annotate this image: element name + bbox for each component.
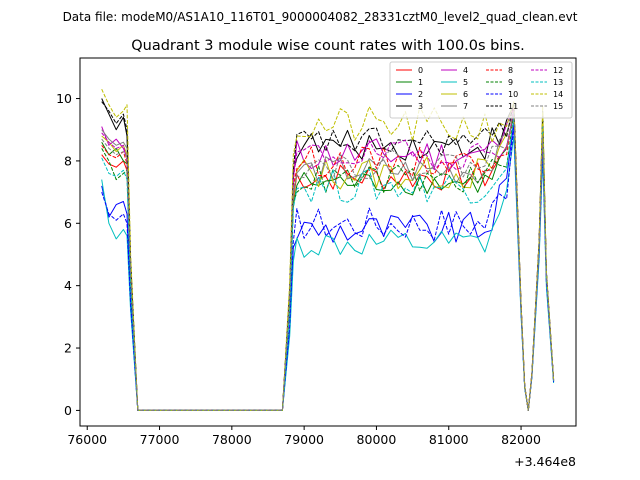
- x-tick-label: 82000: [501, 432, 541, 447]
- x-offset-label: +3.464e8: [514, 454, 576, 469]
- legend-label-15: 15: [553, 102, 563, 111]
- series-line-13: [101, 116, 555, 411]
- y-axis: 0 2 4 6 8 10: [56, 91, 80, 418]
- legend-label-4: 4: [463, 66, 468, 75]
- y-tick-label: 10: [56, 91, 72, 106]
- legend-label-3: 3: [418, 102, 423, 111]
- legend-label-12: 12: [553, 66, 563, 75]
- legend-label-7: 7: [463, 102, 468, 111]
- x-tick-label: 77000: [140, 432, 180, 447]
- y-tick-label: 2: [64, 341, 72, 356]
- legend-label-13: 13: [553, 78, 563, 87]
- legend-label-5: 5: [463, 78, 468, 87]
- legend-label-0: 0: [418, 66, 423, 75]
- y-tick-label: 4: [64, 278, 72, 293]
- y-tick-label: 6: [64, 216, 72, 231]
- legend-label-10: 10: [508, 90, 518, 99]
- legend-label-2: 2: [418, 90, 423, 99]
- x-tick-label: 80000: [357, 432, 397, 447]
- y-tick-label: 0: [64, 403, 72, 418]
- x-axis: 76000 77000 78000 79000 80000 81000 82000: [67, 426, 541, 447]
- legend-label-11: 11: [508, 102, 518, 111]
- x-tick-label: 81000: [429, 432, 469, 447]
- x-tick-label: 79000: [284, 432, 324, 447]
- legend-label-9: 9: [508, 78, 513, 87]
- legend-label-6: 6: [463, 90, 468, 99]
- series-line-5: [101, 135, 555, 411]
- chart-title: Quadrant 3 module wise count rates with …: [131, 38, 525, 54]
- chart-suptitle: Data file: modeM0/AS1A10_116T01_90000040…: [63, 10, 578, 24]
- y-tick-label: 8: [64, 153, 72, 168]
- x-tick-label: 78000: [212, 432, 252, 447]
- axes-frame: [79, 57, 577, 427]
- legend-label-14: 14: [553, 90, 563, 99]
- x-tick-label: 76000: [67, 432, 107, 447]
- legend-label-1: 1: [418, 78, 423, 87]
- legend-box: [389, 61, 573, 119]
- legend-label-8: 8: [508, 66, 513, 75]
